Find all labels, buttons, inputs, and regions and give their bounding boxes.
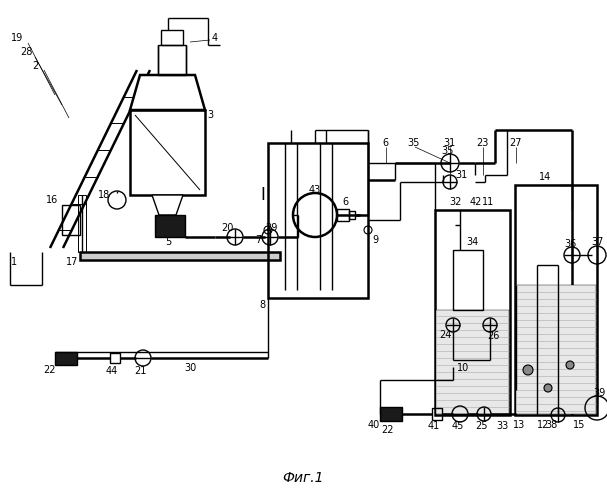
Bar bbox=[432, 408, 442, 420]
Bar bbox=[435, 210, 510, 415]
Circle shape bbox=[544, 384, 552, 392]
Text: 25: 25 bbox=[476, 421, 488, 431]
Text: 1: 1 bbox=[11, 257, 17, 267]
Bar bbox=[380, 407, 402, 421]
Text: 37: 37 bbox=[591, 237, 603, 247]
Text: 15: 15 bbox=[573, 420, 585, 430]
Text: 39: 39 bbox=[593, 388, 605, 398]
Text: 29: 29 bbox=[265, 223, 277, 233]
Bar bbox=[515, 185, 597, 415]
Text: 41: 41 bbox=[428, 421, 440, 431]
Text: 20: 20 bbox=[221, 223, 233, 233]
Text: 16: 16 bbox=[46, 195, 58, 205]
Bar bbox=[337, 209, 349, 221]
Text: 40: 40 bbox=[368, 420, 380, 430]
Text: 36: 36 bbox=[564, 239, 576, 249]
Text: 21: 21 bbox=[134, 366, 146, 376]
Bar bbox=[110, 353, 120, 363]
Text: 18: 18 bbox=[98, 190, 110, 200]
Text: 26: 26 bbox=[487, 331, 499, 341]
Text: 32: 32 bbox=[449, 197, 461, 207]
Bar bbox=[268, 143, 368, 298]
Text: 12: 12 bbox=[537, 420, 549, 430]
Bar bbox=[78, 195, 86, 252]
Text: 22: 22 bbox=[44, 365, 56, 375]
Polygon shape bbox=[152, 195, 183, 215]
Text: I: I bbox=[260, 186, 265, 204]
Bar bbox=[349, 211, 355, 219]
Text: 38: 38 bbox=[545, 420, 557, 430]
Text: 22: 22 bbox=[382, 425, 395, 435]
Text: 14: 14 bbox=[539, 172, 551, 182]
Bar bbox=[80, 252, 280, 260]
Bar bbox=[453, 250, 483, 310]
Text: 31: 31 bbox=[443, 138, 455, 148]
Text: 30: 30 bbox=[184, 363, 196, 373]
Bar bbox=[436, 310, 509, 414]
Circle shape bbox=[566, 361, 574, 369]
Text: 4: 4 bbox=[212, 33, 218, 43]
Bar bbox=[516, 285, 596, 414]
Text: 10: 10 bbox=[457, 363, 469, 373]
Text: 35: 35 bbox=[441, 146, 453, 156]
Text: 17: 17 bbox=[66, 257, 78, 267]
Bar bbox=[155, 215, 185, 237]
Text: 31: 31 bbox=[455, 170, 467, 180]
Text: 45: 45 bbox=[452, 421, 464, 431]
Text: 28: 28 bbox=[20, 47, 32, 57]
Text: 24: 24 bbox=[439, 330, 451, 340]
Text: Фиг.1: Фиг.1 bbox=[282, 471, 324, 485]
Polygon shape bbox=[130, 75, 205, 110]
Text: 43: 43 bbox=[309, 185, 321, 195]
Text: 5: 5 bbox=[165, 237, 171, 247]
Text: 13: 13 bbox=[513, 420, 525, 430]
Bar bbox=[161, 30, 183, 45]
Bar bbox=[55, 352, 77, 365]
Circle shape bbox=[523, 365, 533, 375]
Text: 35: 35 bbox=[408, 138, 420, 148]
Text: 34: 34 bbox=[466, 237, 478, 247]
Bar bbox=[158, 45, 186, 75]
Text: 27: 27 bbox=[509, 138, 521, 148]
Text: 33: 33 bbox=[496, 421, 508, 431]
Text: 7: 7 bbox=[255, 235, 261, 245]
Text: 11: 11 bbox=[482, 197, 494, 207]
Text: 42: 42 bbox=[470, 197, 482, 207]
Text: 6: 6 bbox=[342, 197, 348, 207]
Text: 44: 44 bbox=[106, 366, 118, 376]
Text: 3: 3 bbox=[207, 110, 213, 120]
Bar bbox=[130, 110, 205, 195]
Bar bbox=[62, 205, 80, 235]
Text: 6: 6 bbox=[382, 138, 388, 148]
Text: 8: 8 bbox=[259, 300, 265, 310]
Text: 23: 23 bbox=[476, 138, 488, 148]
Text: 2: 2 bbox=[32, 61, 38, 71]
Text: 19: 19 bbox=[11, 33, 23, 43]
Text: 9: 9 bbox=[372, 235, 378, 245]
